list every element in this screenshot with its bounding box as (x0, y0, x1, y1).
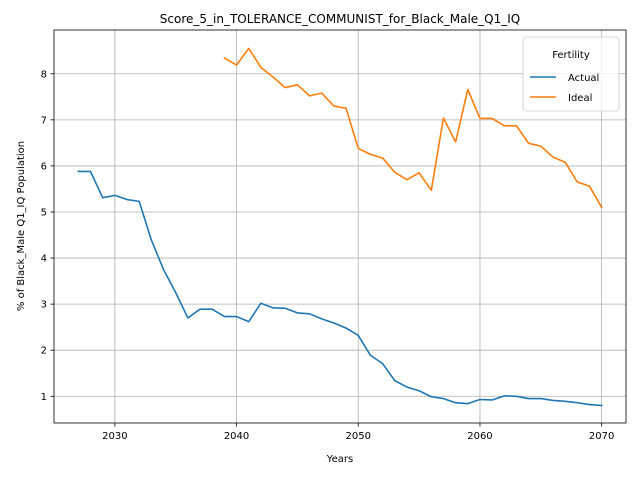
x-tick-label: 2060 (467, 431, 492, 442)
legend-label-actual: Actual (568, 73, 599, 84)
y-tick-label: 3 (41, 300, 47, 311)
x-tick-label: 2050 (346, 431, 371, 442)
x-axis-label: Years (326, 454, 353, 465)
y-tick-label: 6 (41, 161, 47, 172)
legend-label-ideal: Ideal (568, 93, 592, 104)
x-tick-label: 2030 (102, 431, 127, 442)
y-tick-label: 4 (41, 254, 47, 265)
y-tick-label: 2 (41, 346, 47, 357)
grid-lines (54, 30, 626, 423)
series-line-ideal (223, 47, 603, 209)
legend-box (522, 36, 620, 112)
y-tick-label: 1 (41, 392, 47, 403)
x-tick-label: 2070 (589, 431, 614, 442)
y-tick-label: 5 (41, 207, 47, 218)
legend-title: Fertility (552, 50, 590, 61)
series-line-actual (77, 170, 603, 407)
y-tick-label: 7 (41, 115, 47, 126)
chart-title: Score_5_in_TOLERANCE_COMMUNIST_for_Black… (160, 12, 520, 26)
y-tick-label: 8 (41, 69, 47, 80)
y-axis-label: % of Black_Male Q1_IQ Population (16, 141, 27, 311)
y-axis-ticks: 1 2 3 4 5 6 7 8 (41, 69, 54, 403)
x-axis-ticks: 2030 2040 2050 2060 2070 (102, 423, 614, 442)
series-layer (77, 47, 603, 407)
plot-frame (53, 29, 627, 424)
x-tick-label: 2040 (224, 431, 249, 442)
legend: Fertility Actual Ideal (522, 36, 620, 112)
